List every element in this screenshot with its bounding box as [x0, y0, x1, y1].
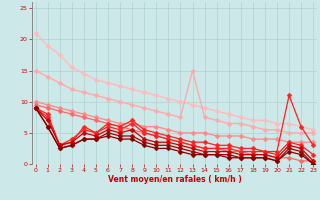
X-axis label: Vent moyen/en rafales ( km/h ): Vent moyen/en rafales ( km/h ) — [108, 175, 241, 184]
